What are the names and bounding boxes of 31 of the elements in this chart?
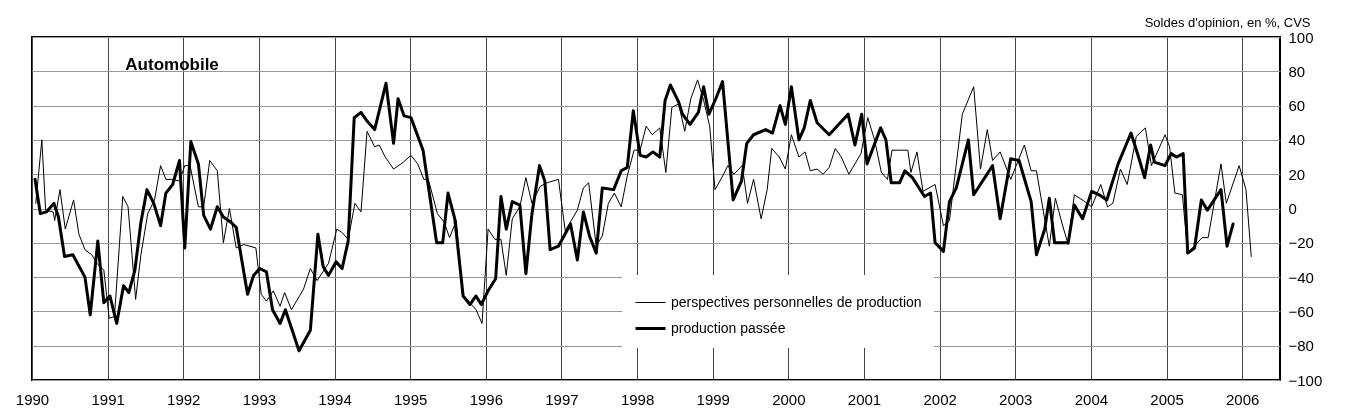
- x-tick-label: 2006: [1225, 390, 1260, 408]
- x-tick-label: 2005: [1150, 390, 1184, 408]
- x-tick-label: 2004: [1074, 390, 1109, 408]
- x-tick-label: 2000: [772, 390, 806, 408]
- x-tick-label: 1994: [318, 390, 352, 408]
- y-axis-title: Soldes d'opinion, en %, CVS: [1144, 14, 1311, 30]
- y-tick-label: −80: [1288, 337, 1314, 355]
- x-tick-label: 1993: [242, 390, 277, 408]
- y-tick-label: 60: [1288, 97, 1306, 115]
- x-tick-label: 1997: [545, 390, 579, 408]
- x-tick-label: 2003: [999, 390, 1033, 408]
- legend-label: perspectives personnelles de production: [671, 293, 922, 310]
- y-tick-label: 20: [1288, 165, 1306, 183]
- x-tick-label: 2001: [847, 390, 882, 408]
- x-tick-label: 1990: [15, 390, 50, 408]
- x-tick-label: 1991: [91, 390, 125, 408]
- y-tick-label: 40: [1288, 131, 1306, 149]
- x-tick-label: 1999: [696, 390, 730, 408]
- x-tick-label: 2002: [923, 390, 957, 408]
- y-tick-label: −100: [1288, 371, 1323, 389]
- x-tick-label: 1995: [393, 390, 428, 408]
- y-tick-label: 0: [1288, 200, 1297, 217]
- legend-label: production passée: [671, 319, 786, 336]
- y-tick-label: 80: [1288, 62, 1306, 80]
- y-tick-label: −40: [1288, 268, 1314, 286]
- x-tick-label: 1998: [620, 390, 655, 408]
- x-tick-label: 1992: [167, 390, 201, 408]
- x-tick-label: 1996: [469, 390, 504, 408]
- y-tick-label: −60: [1288, 302, 1314, 320]
- y-tick-label: −20: [1288, 234, 1314, 252]
- y-tick-label: 100: [1288, 28, 1314, 46]
